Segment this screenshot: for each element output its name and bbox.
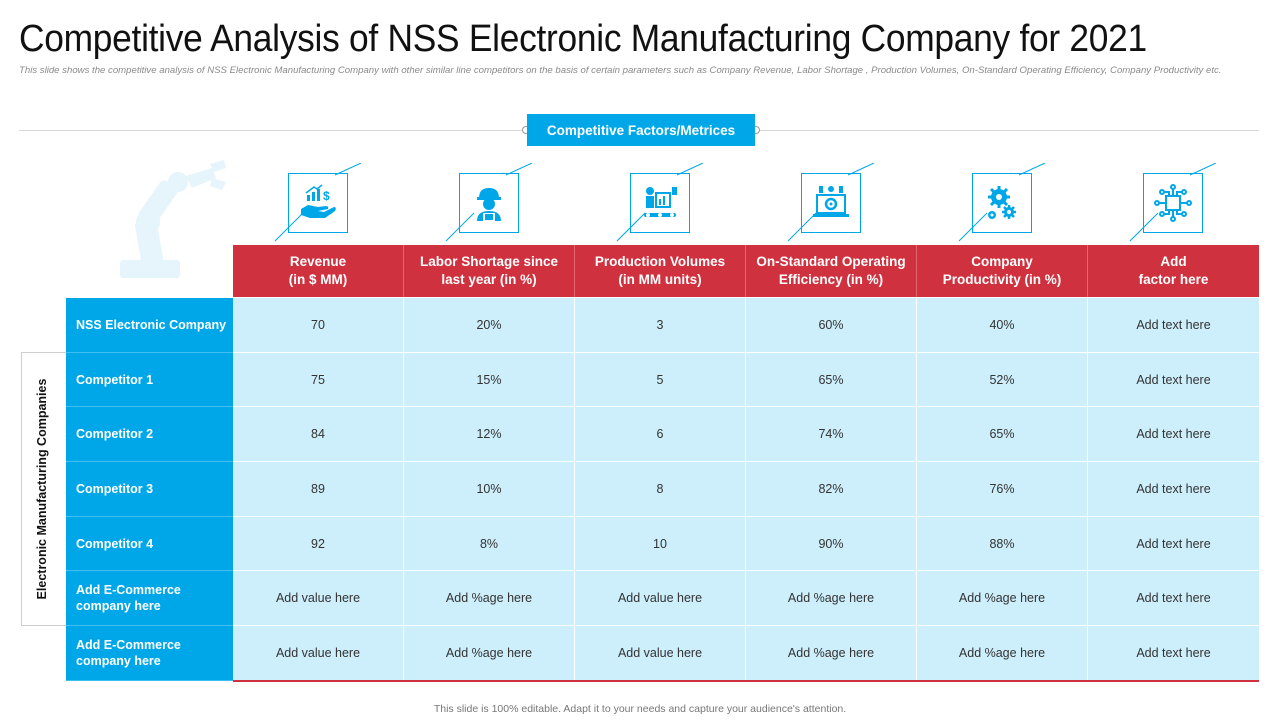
table-cell: Add value here: [233, 626, 404, 681]
footer-note: This slide is 100% editable. Adapt it to…: [433, 703, 847, 715]
table-cell: Add %age here: [746, 626, 917, 681]
table-cell: Add text here: [1088, 407, 1259, 463]
table-cell: 82%: [746, 462, 917, 517]
row-label: Add E-Commerce company here: [66, 571, 233, 627]
production-icon: [630, 173, 690, 233]
table-cell: 40%: [917, 298, 1088, 353]
table-cell: 90%: [746, 516, 917, 572]
table-cell: 3: [575, 298, 746, 353]
table-cell: 70: [233, 298, 404, 353]
svg-text:$: $: [323, 189, 330, 203]
revenue-hand-dollar-icon: $: [288, 173, 348, 233]
table-cell: 20%: [404, 298, 575, 353]
table-cell: 12%: [404, 407, 575, 463]
table-cell: Add %age here: [404, 626, 575, 681]
table-row: Competitor 4 92 8% 10 90% 88% Add text here: [66, 516, 1259, 572]
table-cell: 52%: [917, 352, 1088, 408]
table-cell: Add %age here: [404, 571, 575, 627]
gears-icon: [972, 173, 1032, 233]
table-cell: 75: [233, 352, 404, 408]
table-cell: Add %age here: [917, 571, 1088, 627]
row-label: Competitor 2: [66, 407, 233, 463]
slide-subtitle: This slide shows the competitive analysi…: [19, 65, 1222, 76]
table-cell: 5: [575, 352, 746, 408]
table-row: Add E-Commerce company here Add value her…: [66, 626, 1259, 681]
table-cell: Add value here: [575, 571, 746, 627]
row-label: NSS Electronic Company: [66, 298, 233, 353]
table-row: Competitor 2 84 12% 6 74% 65% Add text here: [66, 407, 1259, 463]
comparison-table: NSS Electronic Company 70 20% 3 60% 40% Add te…: [66, 298, 1259, 681]
table-cell: Add text here: [1088, 516, 1259, 572]
table-cell: Add text here: [1088, 352, 1259, 408]
table-cell: Add text here: [1088, 626, 1259, 681]
row-label: Competitor 1: [66, 352, 233, 408]
table-cell: 10%: [404, 462, 575, 517]
column-header: Production Volumes (in MM units): [575, 245, 746, 297]
circuit-chip-icon: [1143, 173, 1203, 233]
table-row: Add E-Commerce company here Add value her…: [66, 571, 1259, 627]
table-header-row: Revenue (in $ MM) Labor Shortage since la…: [233, 245, 1259, 297]
row-label: Add E-Commerce company here: [66, 626, 233, 681]
table-cell: Add text here: [1088, 571, 1259, 627]
column-header: Add factor here: [1088, 245, 1259, 297]
column-header: Company Productivity (in %): [917, 245, 1088, 297]
table-row: NSS Electronic Company 70 20% 3 60% 40% Add te…: [66, 298, 1259, 353]
column-header: On-Standard Operating Efficiency (in %): [746, 245, 917, 297]
worker-icon: [459, 173, 519, 233]
table-cell: Add %age here: [917, 626, 1088, 681]
table-cell: Add text here: [1088, 298, 1259, 353]
table-cell: Add value here: [233, 571, 404, 627]
table-cell: 8%: [404, 516, 575, 572]
table-cell: 74%: [746, 407, 917, 463]
table-cell: 6: [575, 407, 746, 463]
table-cell: 88%: [917, 516, 1088, 572]
table-cell: 10: [575, 516, 746, 572]
table-cell: 92: [233, 516, 404, 572]
side-axis-label: Electronic Manufacturing Companies: [35, 378, 49, 600]
slide-title: Competitive Analysis of NSS Electronic M…: [19, 18, 1147, 60]
table-cell: 65%: [917, 407, 1088, 463]
table-cell: 65%: [746, 352, 917, 408]
table-cell: 60%: [746, 298, 917, 353]
table-cell: 76%: [917, 462, 1088, 517]
table-bottom-rule: [233, 680, 1259, 682]
table-cell: 84: [233, 407, 404, 463]
column-header: Revenue (in $ MM): [233, 245, 404, 297]
table-cell: Add %age here: [746, 571, 917, 627]
table-cell: 8: [575, 462, 746, 517]
column-header: Labor Shortage since last year (in %): [404, 245, 575, 297]
table-row: Competitor 3 89 10% 8 82% 76% Add text here: [66, 462, 1259, 517]
efficiency-laptop-icon: [801, 173, 861, 233]
robot-arm-icon: [120, 160, 226, 278]
table-cell: 89: [233, 462, 404, 517]
table-cell: Add text here: [1088, 462, 1259, 517]
row-label: Competitor 3: [66, 462, 233, 517]
metrics-badge: Competitive Factors/Metrices: [527, 114, 755, 146]
table-cell: 15%: [404, 352, 575, 408]
table-cell: Add value here: [575, 626, 746, 681]
table-row: Competitor 1 75 15% 5 65% 52% Add text here: [66, 352, 1259, 408]
side-bracket: [21, 352, 66, 626]
row-label: Competitor 4: [66, 516, 233, 572]
